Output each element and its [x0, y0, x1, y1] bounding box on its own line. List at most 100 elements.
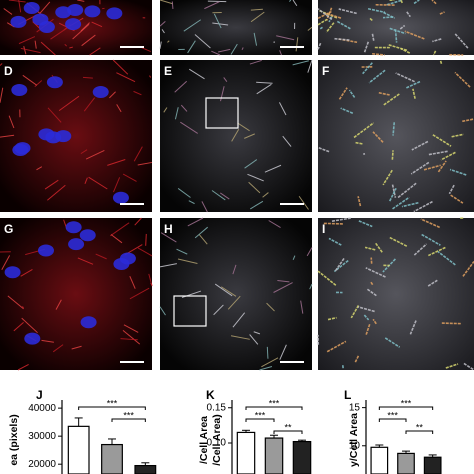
fiber	[3, 8, 13, 15]
fiber	[112, 177, 121, 193]
fiber	[137, 161, 153, 166]
fiber	[84, 177, 88, 185]
fiber	[253, 331, 261, 335]
fiber	[8, 115, 15, 129]
chart-title: J	[36, 388, 43, 402]
fiber	[159, 306, 166, 316]
bar	[67, 425, 90, 474]
fiber	[211, 190, 226, 201]
fiber	[0, 87, 4, 103]
fiber	[149, 75, 152, 78]
fiber	[256, 83, 272, 95]
panel-label: F	[322, 64, 329, 78]
fiber	[366, 288, 377, 297]
significance-label: ***	[269, 398, 280, 408]
nucleus	[10, 15, 27, 28]
fiber	[328, 16, 333, 23]
fiber	[372, 52, 385, 56]
fiber	[439, 11, 445, 15]
fiber	[174, 107, 179, 120]
chart-title: K	[206, 388, 215, 402]
micrograph	[160, 218, 312, 370]
fiber	[391, 150, 394, 160]
panel-label: I	[322, 222, 325, 236]
fiber	[71, 345, 82, 350]
fiber	[276, 35, 295, 41]
fiber	[47, 184, 66, 201]
fiber	[232, 264, 237, 275]
fiber	[428, 150, 448, 156]
significance-label: **	[416, 422, 424, 432]
fiber	[307, 59, 313, 73]
nucleus	[79, 229, 96, 242]
fiber	[201, 201, 208, 213]
significance-label: ***	[401, 398, 412, 408]
fiber	[232, 312, 246, 328]
fiber	[248, 181, 261, 194]
micrograph	[0, 60, 152, 212]
micrographs	[0, 0, 474, 371]
fiber	[300, 300, 304, 314]
fiber	[220, 286, 237, 297]
y-axis-label: /Cell Area	[198, 416, 210, 464]
fiber	[326, 340, 347, 353]
fiber	[382, 169, 393, 186]
fiber	[412, 88, 416, 99]
y-tick-label: 0.15	[207, 402, 227, 413]
nucleus	[106, 7, 123, 20]
fiber	[401, 201, 419, 208]
fiber	[350, 305, 360, 319]
nucleus	[11, 83, 28, 96]
fiber	[41, 339, 54, 343]
fiber	[107, 159, 126, 166]
fiber	[85, 149, 105, 160]
fiber	[348, 89, 356, 98]
fiber	[431, 0, 437, 5]
fiber	[317, 18, 328, 26]
fiber	[250, 11, 265, 23]
bar	[264, 437, 284, 474]
fiber	[353, 122, 375, 139]
fiber	[159, 0, 173, 5]
nucleus	[4, 266, 21, 279]
significance-bracket	[78, 406, 146, 410]
fiber	[91, 21, 103, 28]
fiber	[421, 233, 441, 246]
panel-label: D	[4, 64, 13, 78]
fiber	[261, 357, 279, 368]
nucleus	[92, 86, 109, 99]
fiber	[292, 255, 296, 261]
y-tick-label: 30000	[28, 431, 56, 442]
fiber	[318, 147, 330, 153]
significance-label: ***	[123, 410, 134, 420]
fiber	[253, 32, 258, 46]
fiber	[220, 86, 225, 102]
fiber	[69, 46, 73, 49]
fiber	[448, 184, 455, 195]
fiber	[34, 40, 37, 49]
fiber	[122, 330, 141, 345]
fiber	[439, 59, 443, 64]
fiber	[204, 1, 220, 10]
bar	[397, 452, 415, 474]
fiber	[295, 37, 299, 52]
fiber	[451, 133, 464, 138]
fiber	[213, 13, 222, 29]
fiber	[358, 220, 373, 228]
fiber	[427, 246, 446, 257]
fiber	[40, 41, 56, 56]
fiber	[409, 320, 417, 335]
fiber	[406, 11, 411, 18]
fiber	[317, 8, 333, 21]
chart-title: L	[344, 388, 351, 402]
fiber	[187, 217, 204, 227]
fiber	[250, 8, 263, 11]
fiber	[292, 0, 298, 7]
fiber	[328, 237, 342, 246]
significance-bracket	[378, 418, 407, 422]
fiber	[22, 74, 38, 86]
fiber	[161, 29, 165, 34]
fiber	[277, 279, 290, 283]
charts: Jea (pixels)400003000020000******K/Cell …	[8, 388, 442, 474]
